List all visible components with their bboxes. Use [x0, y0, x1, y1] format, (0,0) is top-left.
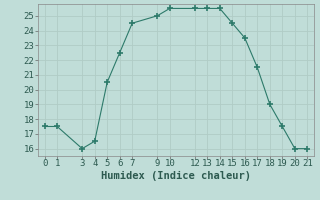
X-axis label: Humidex (Indice chaleur): Humidex (Indice chaleur): [101, 171, 251, 181]
